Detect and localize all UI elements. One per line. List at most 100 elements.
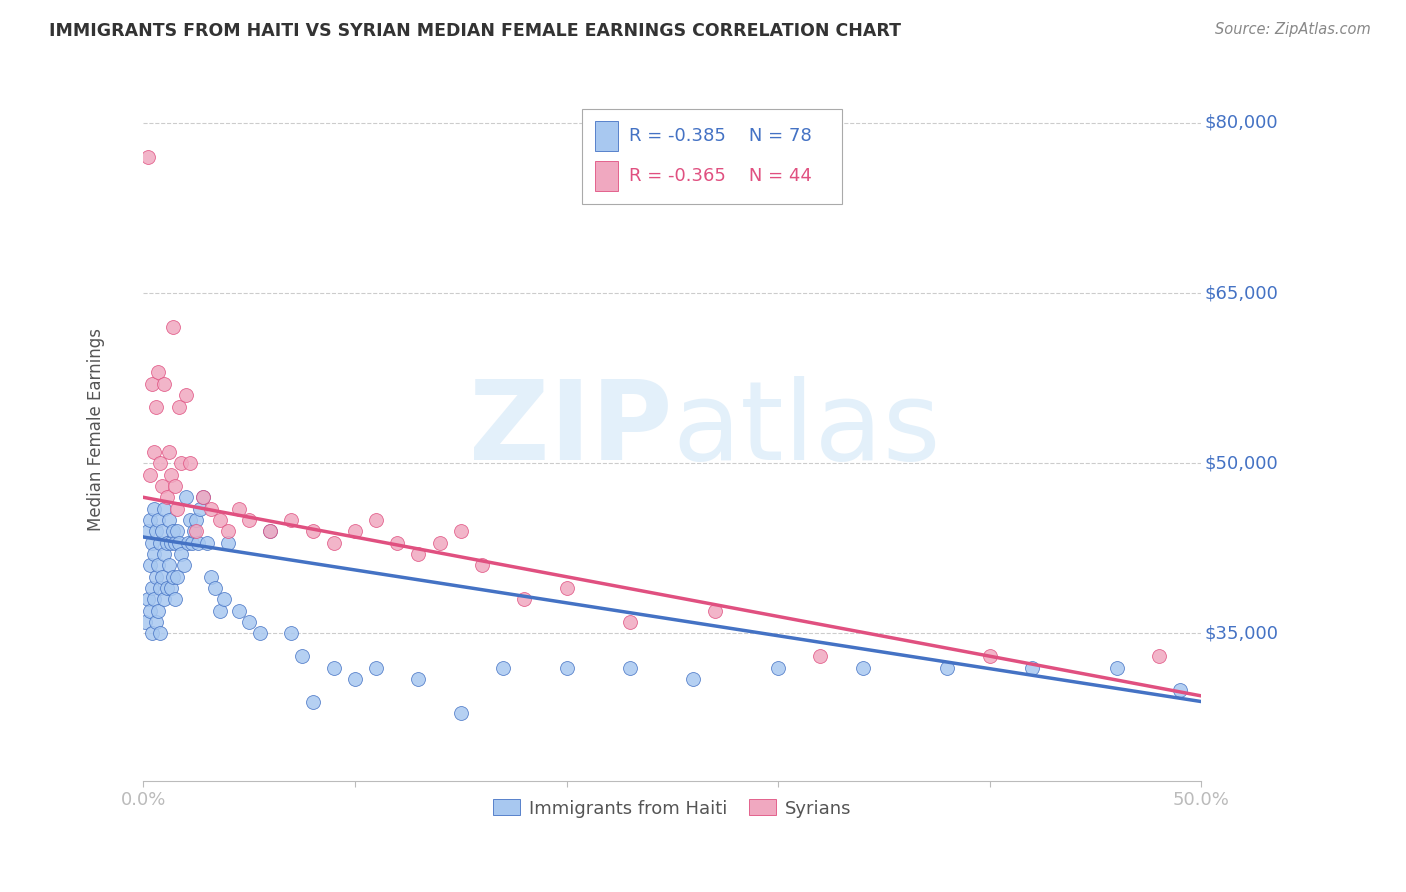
Point [259,524,281,539]
Point [343,672,366,686]
Point [301,524,323,539]
Point [162,320,184,334]
Point [322,660,344,674]
Point [619,660,641,674]
FancyBboxPatch shape [582,109,842,204]
Point [187,535,209,549]
Point [169,400,191,414]
Point [160,581,183,595]
Point [141,581,163,595]
Text: IMMIGRANTS FROM HAITI VS SYRIAN MEDIAN FEMALE EARNINGS CORRELATION CHART: IMMIGRANTS FROM HAITI VS SYRIAN MEDIAN F… [49,22,901,40]
Point [555,581,578,595]
Point [513,592,536,607]
Legend: Immigrants from Haiti, Syrians: Immigrants from Haiti, Syrians [485,792,859,825]
Point [142,445,165,459]
Point [157,513,180,527]
Point [136,150,159,164]
Point [138,604,160,618]
Point [142,547,165,561]
Point [852,660,875,674]
Point [169,535,191,549]
Point [190,501,212,516]
Point [153,376,176,391]
Point [555,660,578,674]
Point [208,604,231,618]
Point [174,491,197,505]
Point [408,547,430,561]
Point [766,660,789,674]
Point [280,513,302,527]
Point [343,524,366,539]
Point [450,524,472,539]
Point [165,592,187,607]
Point [936,660,959,674]
Point [208,513,231,527]
Point [186,524,208,539]
Point [142,501,165,516]
Point [165,479,187,493]
Bar [595,121,619,151]
Point [429,535,451,549]
Point [204,581,226,595]
Point [1168,683,1191,698]
Point [810,649,832,664]
Point [408,672,430,686]
Point [136,524,159,539]
Point [166,524,188,539]
Point [141,626,163,640]
Text: Median Female Earnings: Median Female Earnings [87,327,104,531]
Point [212,592,235,607]
Point [682,672,704,686]
Point [166,570,188,584]
Text: R = -0.365    N = 44: R = -0.365 N = 44 [628,167,811,185]
Point [364,660,387,674]
Point [191,491,214,505]
Bar [595,161,619,191]
Text: $65,000: $65,000 [1205,284,1278,302]
Point [619,615,641,629]
Point [155,581,177,595]
Point [217,524,239,539]
Point [186,513,208,527]
Point [291,649,314,664]
Point [181,535,204,549]
Point [301,695,323,709]
Point [146,366,169,380]
Point [259,524,281,539]
Point [170,456,193,470]
Point [145,615,167,629]
Point [979,649,1001,664]
Text: $35,000: $35,000 [1205,624,1278,642]
Text: atlas: atlas [672,376,941,483]
Text: $50,000: $50,000 [1205,454,1278,472]
Point [238,513,260,527]
Point [146,513,169,527]
Point [149,581,172,595]
Point [703,604,725,618]
Point [160,535,183,549]
Point [155,535,177,549]
Point [141,376,163,391]
Point [183,524,205,539]
Point [149,626,172,640]
Point [471,558,494,573]
Point [1147,649,1170,664]
Point [228,604,250,618]
Point [322,535,344,549]
Point [160,467,183,482]
Point [150,479,173,493]
Point [146,558,169,573]
Point [141,535,163,549]
Point [179,456,201,470]
Point [217,535,239,549]
Point [238,615,260,629]
Point [153,592,176,607]
Point [150,524,173,539]
Point [145,570,167,584]
Point [249,626,271,640]
Point [174,388,197,402]
Point [165,535,187,549]
Point [149,535,172,549]
Point [155,491,177,505]
Point [138,513,160,527]
